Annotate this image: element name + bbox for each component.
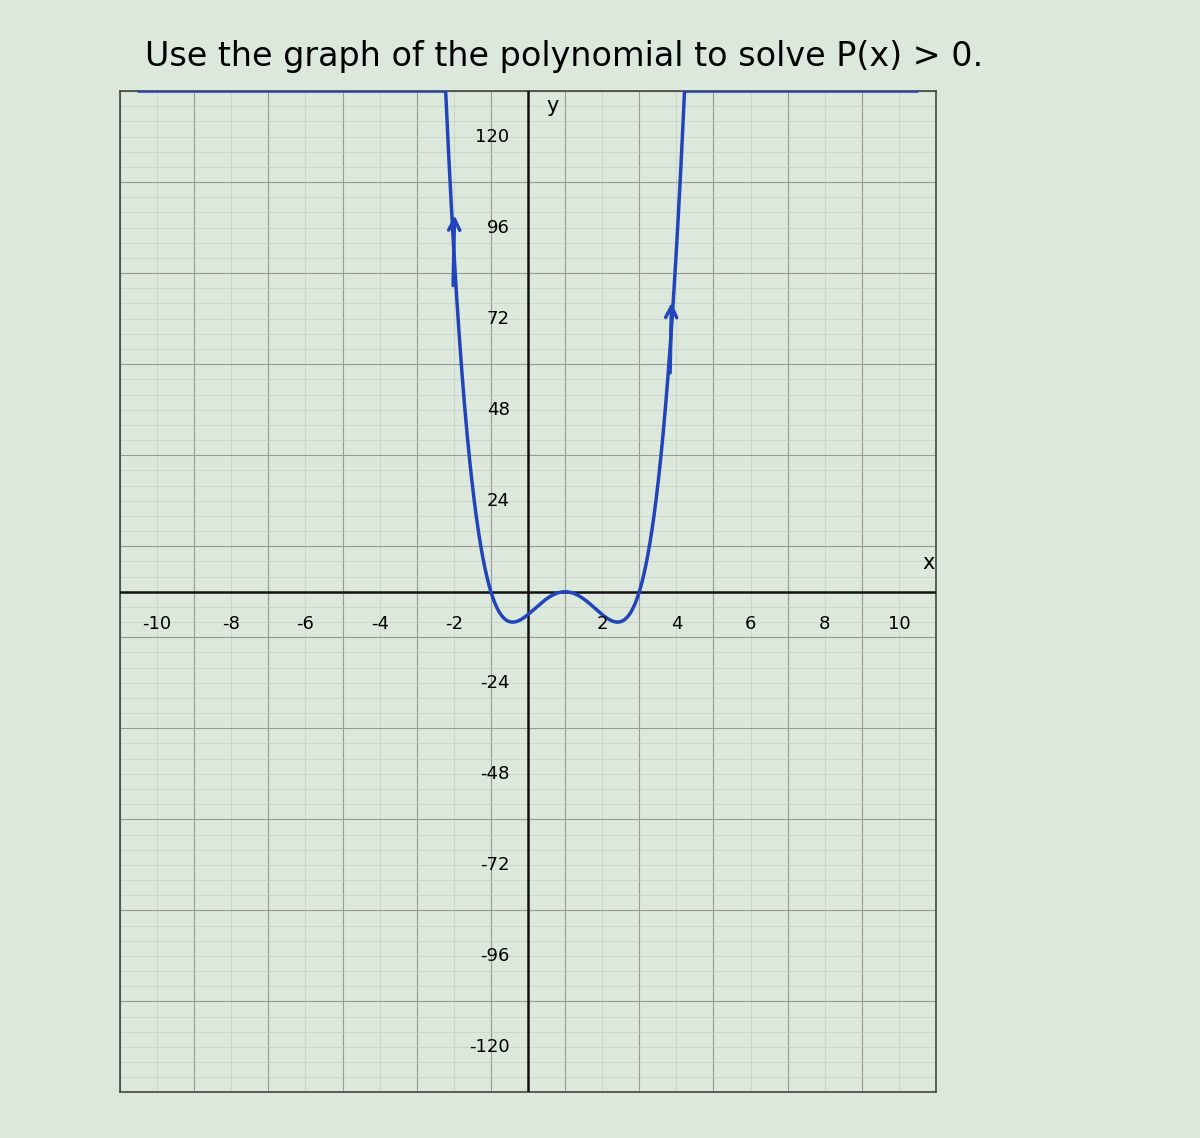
Text: x: x (923, 553, 935, 572)
Text: -72: -72 (480, 856, 510, 874)
Text: Use the graph of the polynomial to solve P(x) > 0.: Use the graph of the polynomial to solve… (145, 40, 983, 73)
Text: -24: -24 (480, 674, 510, 692)
Text: -48: -48 (480, 765, 510, 783)
Text: 4: 4 (671, 615, 682, 633)
Text: 2: 2 (596, 615, 608, 633)
Text: -120: -120 (469, 1038, 510, 1056)
Text: 10: 10 (888, 615, 911, 633)
Text: -2: -2 (445, 615, 463, 633)
Text: 96: 96 (486, 218, 510, 237)
Text: 72: 72 (486, 310, 510, 328)
Text: -96: -96 (480, 947, 510, 965)
Text: 24: 24 (486, 492, 510, 510)
Text: 120: 120 (475, 127, 510, 146)
Text: -8: -8 (222, 615, 240, 633)
Text: 48: 48 (486, 401, 510, 419)
Text: -4: -4 (371, 615, 389, 633)
Text: -6: -6 (296, 615, 314, 633)
Text: -10: -10 (143, 615, 172, 633)
Text: y: y (546, 97, 559, 116)
Text: 6: 6 (745, 615, 756, 633)
Text: 8: 8 (820, 615, 830, 633)
